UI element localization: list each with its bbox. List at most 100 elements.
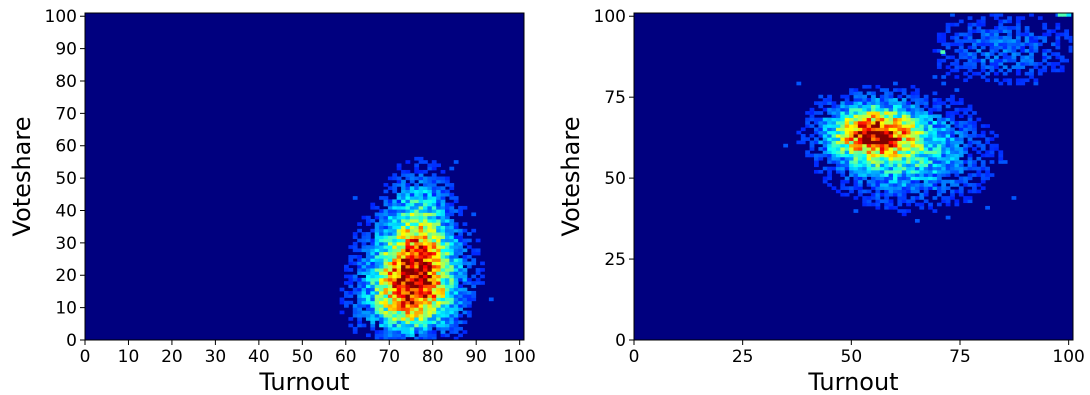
heatmap-cell: [805, 111, 810, 115]
heatmap-cell: [405, 274, 411, 279]
heatmap-cell: [985, 32, 990, 37]
heatmap-cell: [387, 199, 393, 204]
heatmap-cell: [989, 173, 995, 177]
heatmap-cell: [954, 189, 960, 194]
heatmap-cell: [888, 183, 894, 187]
heatmap-cell: [427, 290, 433, 295]
heatmap-cell: [458, 307, 463, 311]
heatmap-cell: [436, 202, 441, 207]
heatmap-cell: [897, 150, 903, 155]
heatmap-cell: [431, 205, 437, 210]
heatmap-cell: [392, 304, 398, 308]
heatmap-cell: [401, 290, 406, 295]
heatmap-cell: [436, 215, 441, 220]
heatmap-cell: [822, 127, 828, 132]
heatmap-cell: [453, 281, 459, 285]
heatmap-cell: [1055, 68, 1061, 73]
heatmap-cell: [436, 287, 441, 292]
heatmap-cell: [453, 254, 459, 259]
heatmap-cell: [414, 300, 420, 305]
heatmap-cell: [906, 163, 911, 168]
heatmap-cell: [401, 330, 406, 334]
heatmap-cell: [989, 130, 995, 135]
heatmap-cell: [980, 19, 986, 24]
heatmap-cell: [357, 313, 362, 318]
heatmap-cell: [414, 271, 420, 275]
heatmap-cell: [989, 160, 995, 164]
heatmap-cell: [813, 156, 819, 161]
heatmap-cell: [1007, 39, 1012, 43]
heatmap-cell: [853, 153, 859, 158]
heatmap-cell: [458, 304, 463, 308]
heatmap-cell: [835, 114, 841, 119]
heatmap-cell: [972, 22, 977, 27]
heatmap-cell: [405, 323, 411, 328]
heatmap-cell: [910, 130, 916, 135]
heatmap-cell: [1051, 68, 1056, 73]
heatmap-cell: [884, 166, 890, 171]
heatmap-cell: [875, 183, 881, 187]
heatmap-cell: [1011, 26, 1017, 30]
heatmap-cell: [840, 160, 846, 164]
heatmap-cell: [976, 117, 982, 122]
heatmap-cell: [1062, 13, 1067, 17]
heatmap-cell: [985, 124, 990, 128]
heatmap-cell: [901, 133, 907, 138]
heatmap-cell: [444, 222, 450, 226]
heatmap-cell: [875, 117, 881, 122]
heatmap-cell: [897, 163, 903, 168]
heatmap-cell: [879, 104, 885, 109]
heatmap-cell: [365, 258, 371, 262]
heatmap-cell: [401, 317, 406, 321]
heatmap-cell: [1002, 35, 1008, 40]
heatmap-cell: [901, 127, 907, 132]
heatmap-cell: [387, 232, 393, 236]
heatmap-cell: [893, 150, 898, 155]
heatmap-cell: [871, 169, 876, 174]
heatmap-cell: [950, 133, 955, 138]
heatmap-cell: [357, 290, 362, 295]
heatmap-cell: [822, 147, 828, 151]
heatmap-cell: [458, 274, 463, 279]
heatmap-cell: [1020, 65, 1026, 69]
heatmap-cell: [954, 130, 960, 135]
heatmap-cell: [893, 163, 898, 168]
heatmap-cell: [374, 294, 380, 298]
heatmap-cell: [1068, 48, 1074, 53]
heatmap-cell: [414, 261, 420, 266]
heatmap-cell: [879, 163, 885, 168]
heatmap-cell: [370, 241, 376, 246]
heatmap-cell: [914, 127, 920, 132]
heatmap-cell: [387, 300, 393, 305]
heatmap-cell: [453, 222, 459, 226]
heatmap-cell: [901, 147, 907, 151]
heatmap-cell: [427, 235, 433, 240]
heatmap-cell: [941, 156, 947, 161]
heatmap-cell: [985, 55, 990, 60]
heatmap-cell: [844, 150, 850, 155]
heatmap-cell: [365, 313, 371, 318]
heatmap-cell: [436, 268, 441, 272]
heatmap-cell: [409, 196, 415, 200]
heatmap-cell: [875, 202, 881, 207]
heatmap-cell: [985, 78, 990, 83]
heatmap-cell: [958, 166, 964, 171]
heatmap-cell: [436, 323, 441, 328]
heatmap-cell: [392, 317, 398, 321]
heatmap-cell: [365, 268, 371, 272]
heatmap-cell: [840, 111, 846, 115]
heatmap-cell: [945, 140, 951, 145]
heatmap-cell: [954, 120, 960, 125]
heatmap-cell: [862, 163, 868, 168]
heatmap-cell: [370, 238, 376, 243]
heatmap-cell: [458, 320, 463, 325]
heatmap-cell: [387, 228, 393, 233]
heatmap-cell: [893, 117, 898, 122]
heatmap-cell: [800, 133, 806, 138]
heatmap-cell: [844, 176, 850, 181]
heatmap-cell: [1042, 32, 1048, 37]
heatmap-cell: [444, 284, 450, 289]
heatmap-cell: [370, 219, 376, 223]
heatmap-cell: [888, 140, 894, 145]
heatmap-cell: [471, 248, 477, 253]
